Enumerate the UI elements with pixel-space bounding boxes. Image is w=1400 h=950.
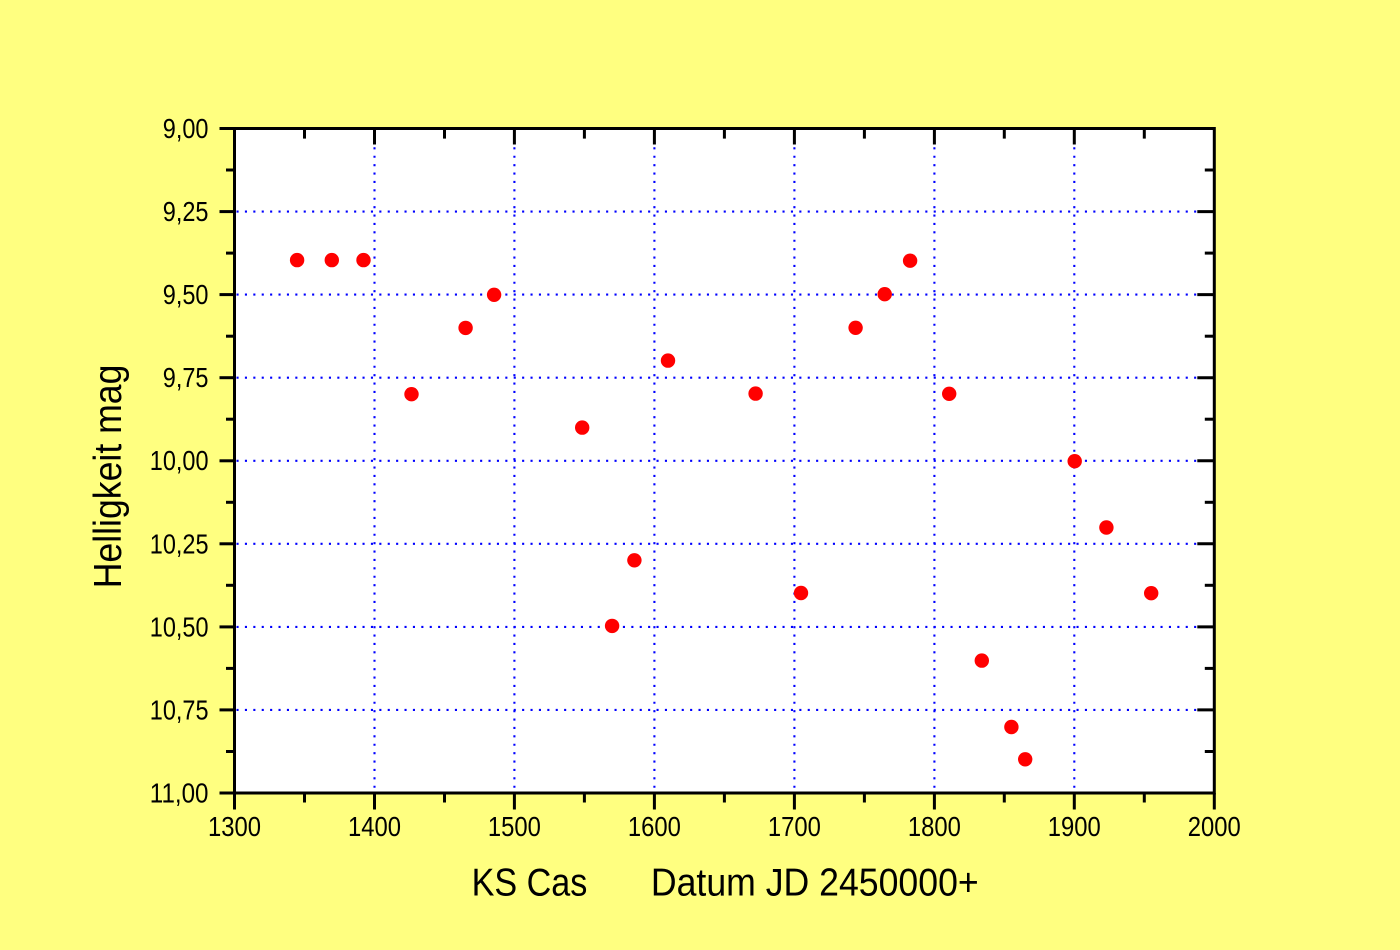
svg-text:2000: 2000: [1188, 811, 1241, 842]
svg-text:1500: 1500: [488, 811, 541, 842]
svg-text:9,75: 9,75: [163, 362, 209, 393]
svg-text:9,50: 9,50: [163, 279, 209, 310]
svg-text:1300: 1300: [208, 811, 261, 842]
svg-text:KS Cas: KS Cas: [472, 862, 588, 905]
svg-text:10,00: 10,00: [150, 445, 209, 476]
svg-text:10,25: 10,25: [150, 528, 209, 559]
svg-text:9,25: 9,25: [163, 196, 209, 227]
svg-text:11,00: 11,00: [150, 778, 209, 809]
svg-text:1700: 1700: [768, 811, 821, 842]
svg-text:1900: 1900: [1048, 811, 1101, 842]
svg-text:Helligkeit mag: Helligkeit mag: [87, 365, 130, 589]
svg-text:1600: 1600: [628, 811, 681, 842]
svg-text:10,50: 10,50: [150, 611, 209, 642]
svg-text:1400: 1400: [348, 811, 401, 842]
svg-text:9,00: 9,00: [163, 113, 209, 144]
svg-text:Datum JD 2450000+: Datum JD 2450000+: [651, 862, 979, 905]
svg-text:10,75: 10,75: [150, 694, 209, 725]
svg-text:1800: 1800: [908, 811, 961, 842]
